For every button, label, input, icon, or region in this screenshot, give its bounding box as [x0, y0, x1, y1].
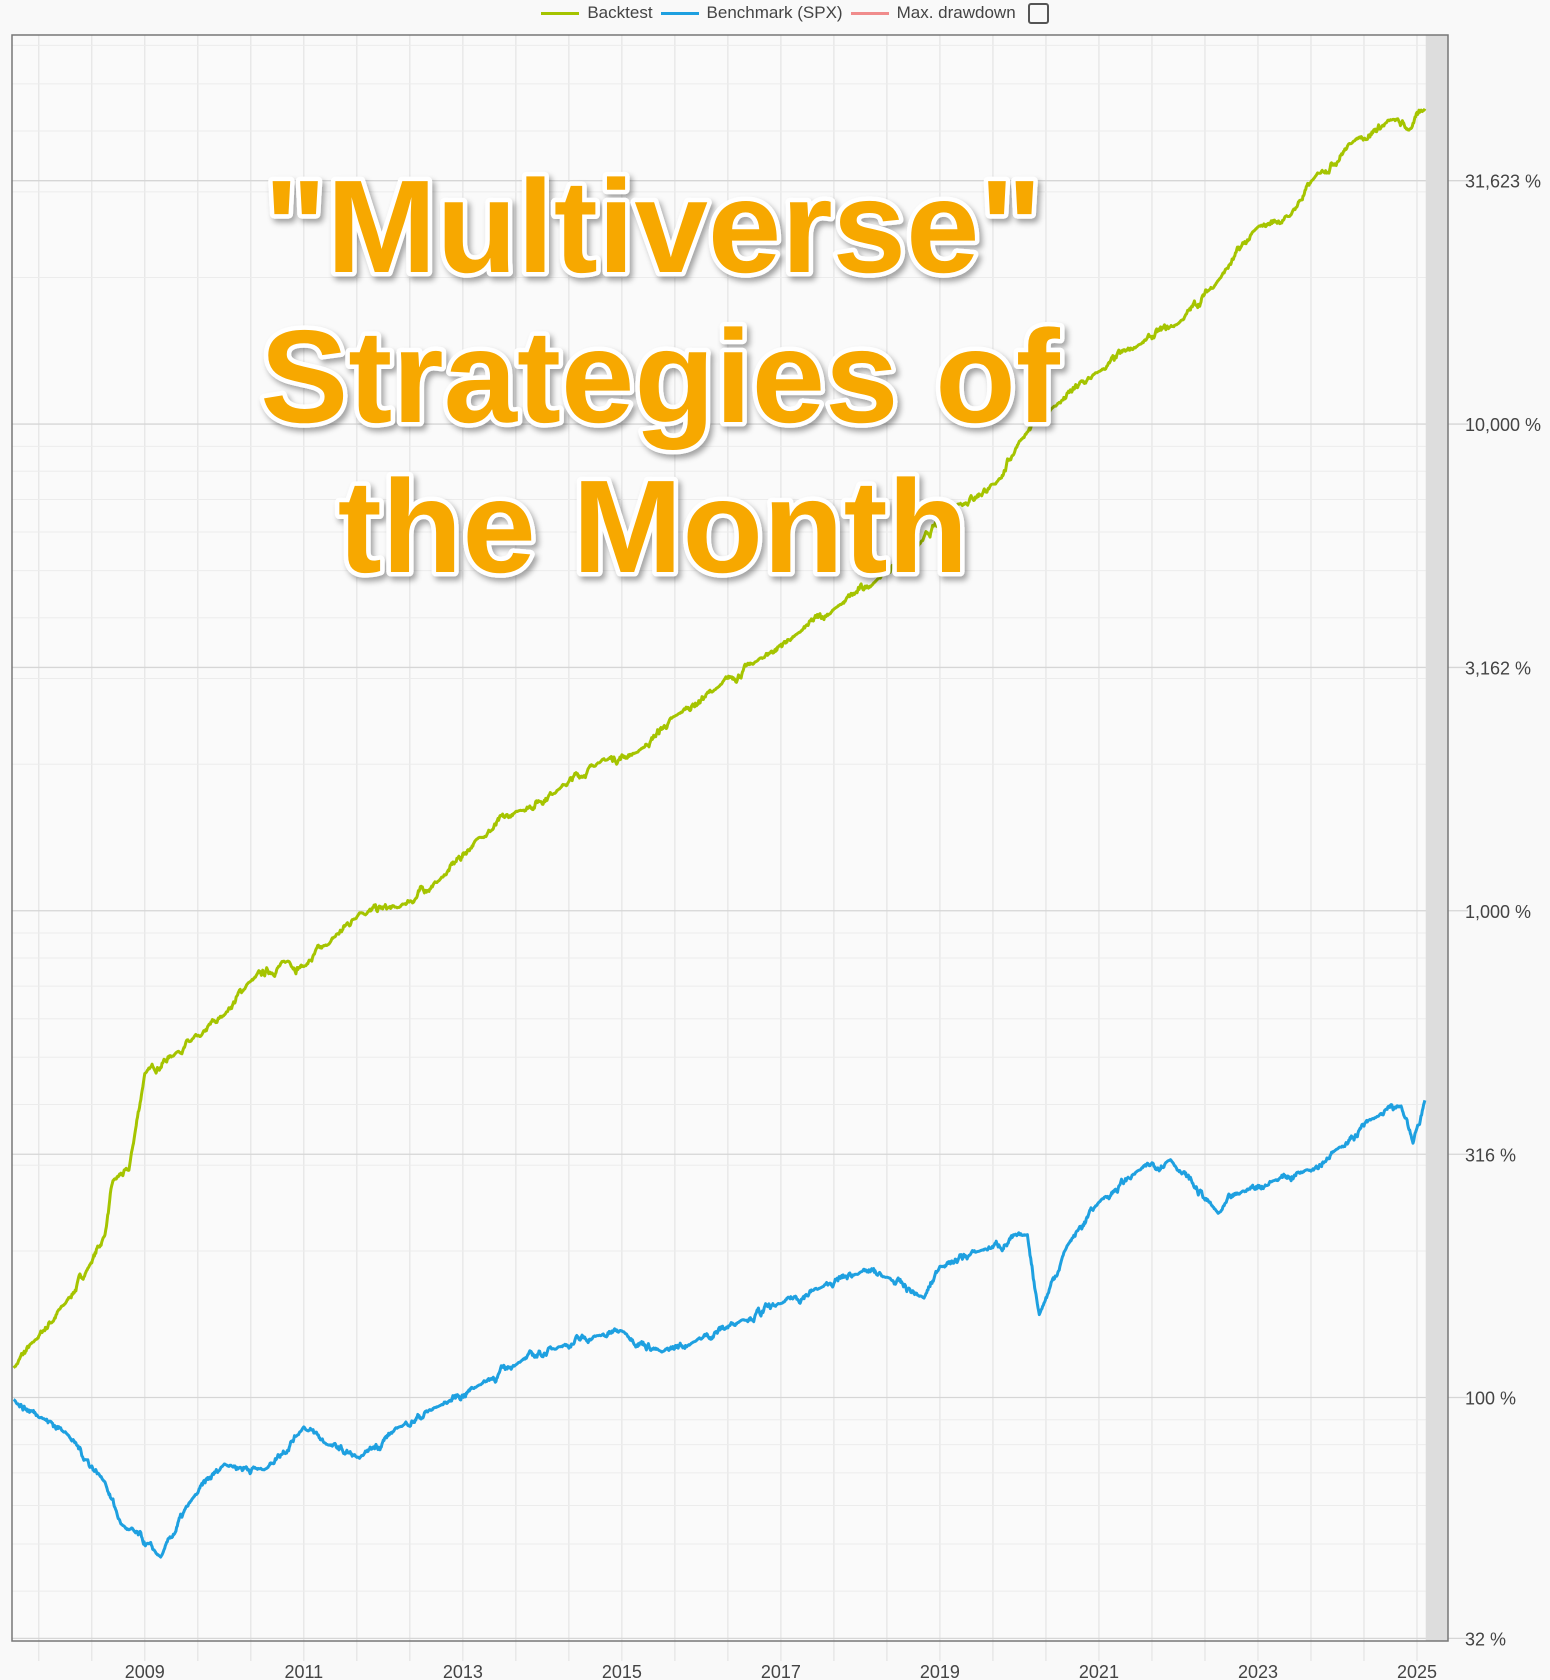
legend-label-max-drawdown: Max. drawdown [896, 3, 1016, 22]
y-tick-label: 10,000 % [1465, 415, 1541, 435]
x-tick-label: 2019 [920, 1662, 960, 1680]
x-tick-label: 2011 [284, 1662, 323, 1680]
max-drawdown-checkbox[interactable] [1027, 2, 1049, 24]
overlay-title-line-2: Strategies of [260, 303, 1061, 450]
backtest-swatch [541, 11, 580, 15]
legend: Backtest Benchmark (SPX) Max. drawdown [0, 0, 1550, 26]
benchmark-swatch [660, 11, 699, 15]
legend-item-backtest[interactable]: Backtest [541, 3, 653, 23]
series-line-benchmark-spx [12, 1099, 1427, 1559]
legend-label-backtest: Backtest [587, 3, 653, 22]
y-axis: 31,623 % 10,000 % 3,162 % 1,000 % 316 % 100 %… [1465, 172, 1541, 1650]
x-tick-label: 2015 [602, 1662, 642, 1680]
legend-item-max-drawdown[interactable]: Max. drawdown [850, 3, 1016, 23]
legend-item-benchmark[interactable]: Benchmark (SPX) [660, 3, 843, 23]
x-tick-label: 2023 [1238, 1662, 1278, 1680]
y-tick-label: 316 % [1465, 1145, 1516, 1165]
y-tick-label: 31,623 % [1465, 172, 1541, 192]
overlay-title-line-3: the Month [338, 453, 968, 600]
x-tick-label: 2017 [761, 1662, 801, 1680]
y-tick-label: 3,162 % [1465, 658, 1531, 678]
y-tick-label: 32 % [1465, 1629, 1506, 1649]
series-lines [12, 108, 1427, 1559]
max-drawdown-swatch [850, 11, 889, 15]
legend-label-benchmark: Benchmark (SPX) [706, 3, 843, 22]
x-axis: 2009 2011 2013 2015 2017 2019 2021 2023 2025 [125, 1662, 1437, 1680]
shaded-region [1425, 35, 1448, 1641]
series-line-backtest [12, 108, 1427, 1369]
y-tick-label: 100 % [1465, 1388, 1516, 1408]
x-tick-label: 2013 [443, 1662, 483, 1680]
x-tick-label: 2025 [1397, 1662, 1437, 1680]
overlay-title: "Multiverse" Strategies of the Month [256, 149, 1066, 605]
x-tick-label: 2009 [125, 1662, 165, 1680]
y-tick-label: 1,000 % [1465, 902, 1531, 922]
plot-border [11, 34, 1449, 1642]
overlay-title-line-1: "Multiverse" [264, 153, 1042, 300]
grid [12, 35, 1468, 1661]
x-tick-label: 2021 [1079, 1662, 1119, 1680]
